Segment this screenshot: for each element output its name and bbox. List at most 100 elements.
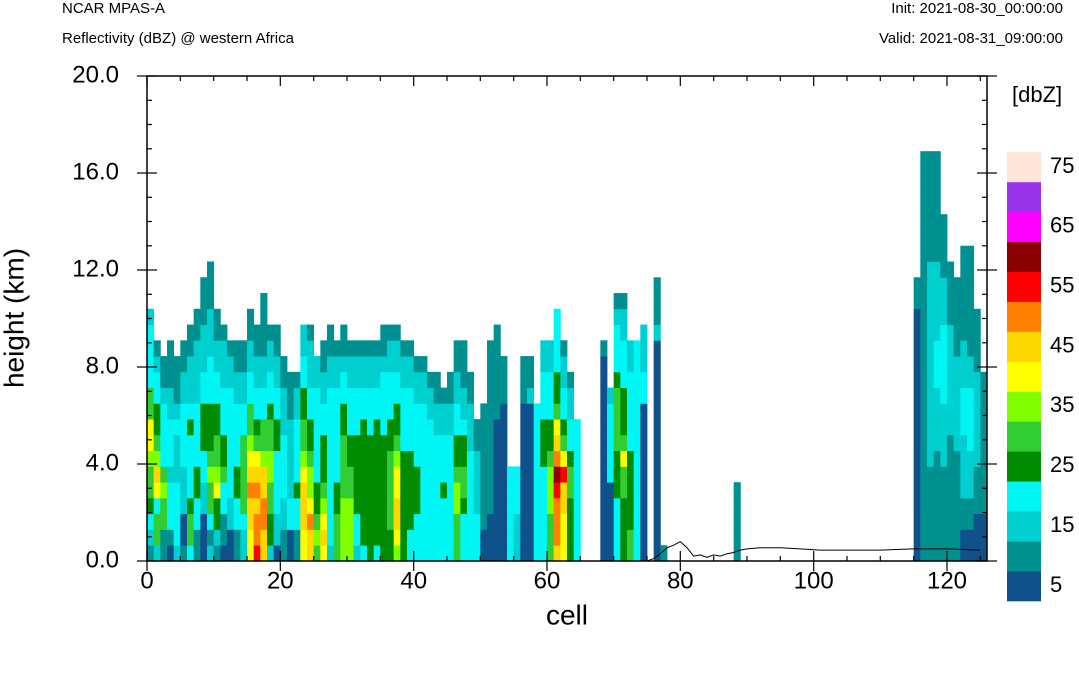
reflectivity-cell [440,497,448,515]
reflectivity-cell [427,387,435,404]
terrain-line [646,540,981,562]
reflectivity-cell [540,387,548,404]
reflectivity-cell [453,513,461,530]
reflectivity-cell [247,324,255,341]
reflectivity-cell [233,482,241,499]
reflectivity-cell [287,434,295,452]
reflectivity-cell [553,387,561,404]
reflectivity-cell [187,545,195,562]
reflectivity-cell [573,529,581,546]
reflectivity-cell [327,403,335,420]
reflectivity-cell [973,371,981,389]
reflectivity-cell [640,371,648,389]
reflectivity-cell [147,466,155,483]
reflectivity-cell [620,419,628,436]
reflectivity-cell [180,419,188,436]
reflectivity-cell [480,513,488,530]
reflectivity-cell [380,356,388,373]
reflectivity-cell [460,434,468,452]
reflectivity-cell [167,340,175,357]
reflectivity-cell [967,513,975,530]
colorbar-swatch [1007,481,1041,512]
reflectivity-cell [460,419,468,436]
reflectivity-cell [207,545,215,562]
reflectivity-cell [227,466,235,483]
reflectivity-cell [220,466,228,483]
reflectivity-cell [420,371,428,389]
reflectivity-cell [980,545,988,562]
colorbar-swatch [1007,331,1041,362]
reflectivity-cell [433,387,441,404]
reflectivity-cell [200,387,208,404]
reflectivity-cell [313,403,321,420]
reflectivity-cell [933,356,941,373]
reflectivity-cell [927,434,935,452]
reflectivity-cell [160,434,168,452]
reflectivity-cell [487,529,495,546]
reflectivity-cell [480,466,488,483]
reflectivity-cell [393,529,401,546]
y-tick-label: 20.0 [72,61,119,88]
reflectivity-cell [927,166,935,184]
reflectivity-cell [193,403,201,420]
reflectivity-cell [213,308,221,325]
reflectivity-cell [360,482,368,499]
reflectivity-cell [387,466,395,483]
reflectivity-cell [600,529,608,546]
reflectivity-cell [173,513,181,530]
reflectivity-cell [373,356,381,373]
reflectivity-cell [447,497,455,515]
x-tick-label: 60 [534,567,561,594]
reflectivity-cell [393,450,401,467]
reflectivity-cell [173,497,181,515]
reflectivity-cell [933,545,941,562]
reflectivity-cell [653,324,661,341]
colorbar-label: 25 [1050,452,1074,477]
reflectivity-cell [613,419,621,436]
reflectivity-cell [220,482,228,499]
reflectivity-cell [260,497,268,515]
reflectivity-cell [260,482,268,499]
reflectivity-cell [253,450,261,467]
reflectivity-cell [560,340,568,357]
reflectivity-cell [567,371,575,389]
reflectivity-cell [933,529,941,546]
reflectivity-cell [960,293,968,310]
reflectivity-cell [360,371,368,389]
reflectivity-cell [253,419,261,436]
reflectivity-cell [440,450,448,467]
reflectivity-cell [213,513,221,530]
reflectivity-cell [540,450,548,467]
reflectivity-cell [973,482,981,499]
reflectivity-cell [320,545,328,562]
reflectivity-cell [193,419,201,436]
reflectivity-cell [620,434,628,452]
reflectivity-cell [513,513,521,530]
reflectivity-cell [187,529,195,546]
reflectivity-cell [953,466,961,483]
reflectivity-cell [620,482,628,499]
reflectivity-cell [980,513,988,530]
colorbar-swatch [1007,301,1041,332]
reflectivity-cell [913,277,921,294]
reflectivity-cell [953,529,961,546]
reflectivity-cell [427,371,435,389]
reflectivity-cell [920,198,928,215]
reflectivity-cell [333,356,341,373]
reflectivity-cell [253,545,261,562]
reflectivity-cell [600,340,608,357]
reflectivity-cell [493,545,501,562]
reflectivity-cell [653,371,661,389]
reflectivity-cell [320,466,328,483]
reflectivity-cell [973,356,981,373]
axis-ticks [137,75,997,571]
reflectivity-cell [267,434,275,452]
reflectivity-cell [233,403,241,420]
reflectivity-cell [460,340,468,357]
reflectivity-cell [953,419,961,436]
reflectivity-cell [293,371,301,389]
reflectivity-cell [347,419,355,436]
reflectivity-cell [620,356,628,373]
reflectivity-cell [920,482,928,499]
reflectivity-cell [380,403,388,420]
